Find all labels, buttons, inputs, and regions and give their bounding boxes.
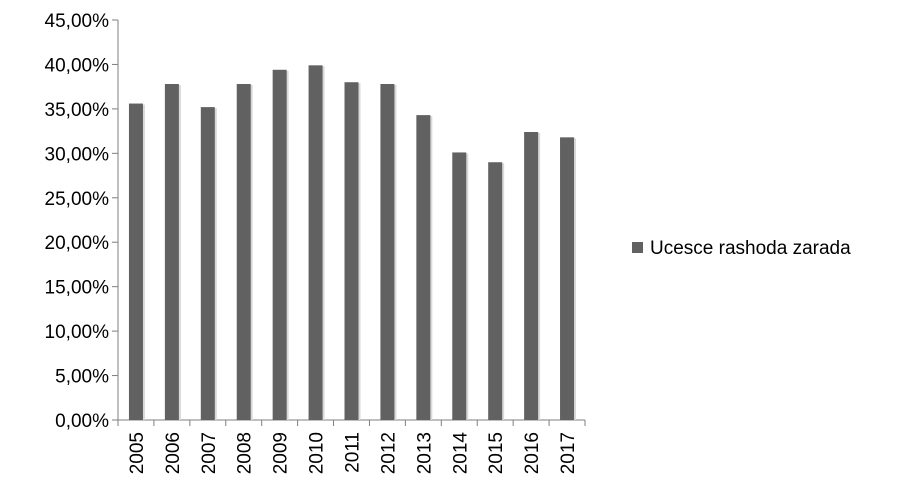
bar-2008: [236, 84, 251, 420]
y-tick-label: 35,00%: [45, 100, 110, 121]
x-tick-label: 2011: [343, 432, 364, 473]
x-tick-label: 2009: [271, 432, 292, 474]
bar-2009: [272, 69, 287, 421]
bar-2013: [416, 115, 431, 420]
legend-swatch: [632, 242, 643, 253]
y-tick-label: 30,00%: [45, 144, 110, 165]
bar-2012: [380, 84, 395, 420]
x-axis: 2005 2006 2007 2008 2009 2010 2011 2012 2013 2014…: [117, 419, 586, 475]
y-tick-label: 5,00%: [55, 367, 109, 388]
y-tick-label: 25,00%: [45, 189, 110, 210]
bar-2007: [200, 107, 215, 420]
x-tick-label: 2016: [522, 432, 543, 474]
y-tick-label: 20,00%: [45, 233, 110, 254]
y-tick-label: 40,00%: [45, 55, 110, 76]
x-tick-label: 2017: [558, 432, 579, 474]
bar-2015: [488, 162, 503, 420]
x-tick-label: 2015: [486, 432, 507, 474]
y-tick-label: 10,00%: [45, 322, 110, 343]
y-tick-label: 15,00%: [45, 278, 110, 299]
bar-2017: [560, 137, 575, 421]
y-tick-label: 45,00%: [45, 11, 110, 32]
y-axis: 0,00% 5,00% 10,00% 15,00% 20,00% 25,00% 30,00%…: [45, 11, 119, 432]
x-tick-label: 2014: [450, 432, 471, 475]
x-tick-label: 2007: [199, 432, 220, 474]
bar-2014: [452, 152, 467, 420]
y-tick-label: 0,00%: [55, 411, 109, 432]
legend-label: Ucesce rashoda zarada: [650, 238, 851, 259]
x-tick-label: 2010: [307, 432, 328, 474]
bars: [128, 65, 577, 421]
x-tick-label: 2005: [127, 432, 148, 474]
bar-2005: [128, 103, 143, 421]
bar-2011: [344, 82, 359, 420]
x-tick-label: 2013: [414, 432, 435, 474]
bar-2016: [524, 132, 539, 420]
x-tick-label: 2006: [163, 432, 184, 474]
legend: Ucesce rashoda zarada: [632, 238, 851, 259]
bar-2006: [164, 84, 179, 420]
x-tick-label: 2012: [378, 432, 399, 474]
bar-2010: [308, 65, 323, 420]
x-tick-label: 2008: [235, 432, 256, 474]
